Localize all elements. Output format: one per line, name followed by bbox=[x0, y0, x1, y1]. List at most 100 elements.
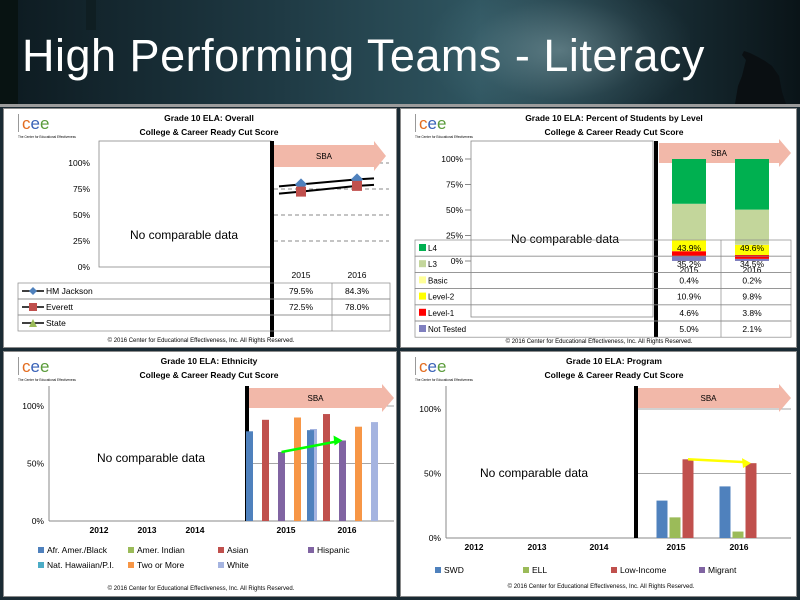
legend-label: Not Tested bbox=[428, 325, 466, 334]
chart-title: Grade 10 ELA: Overall bbox=[164, 113, 254, 123]
bar bbox=[371, 422, 378, 521]
legend-label: Asian bbox=[227, 545, 249, 555]
header-banner: High Performing Teams - Literacy bbox=[0, 0, 800, 104]
legend-swatch bbox=[419, 308, 426, 316]
category-label: 2016 bbox=[730, 542, 749, 552]
data-label: 84.3% bbox=[345, 286, 370, 296]
bar bbox=[732, 531, 744, 538]
cee-logo: cee bbox=[22, 114, 49, 133]
legend-label: HM Jackson bbox=[46, 286, 93, 296]
bar bbox=[719, 486, 731, 538]
stacked-bar-segment bbox=[672, 159, 706, 204]
legend-label: Everett bbox=[46, 302, 74, 312]
y-tick-label: 50% bbox=[27, 459, 44, 469]
stacked-bar-segment bbox=[735, 258, 769, 261]
category-label: 2015 bbox=[277, 525, 296, 535]
trend-arrow-line bbox=[281, 440, 337, 454]
no-data-box bbox=[446, 386, 633, 538]
legend-swatch bbox=[419, 244, 426, 251]
legend-swatch bbox=[38, 547, 44, 553]
bar bbox=[669, 517, 681, 538]
panel-levels: cee The Center for Educational Effectiven… bbox=[400, 108, 797, 348]
stacked-bar-segment bbox=[672, 203, 706, 240]
no-data-text: No comparable data bbox=[480, 466, 588, 480]
stacked-bar-segment bbox=[735, 254, 769, 259]
y-tick-label: 25% bbox=[73, 236, 90, 246]
stacked-bar-segment bbox=[735, 244, 769, 255]
category-label: 2015 bbox=[667, 542, 686, 552]
legend-marker bbox=[29, 287, 37, 295]
chart-subtitle: College & Career Ready Cut Score bbox=[545, 127, 684, 137]
no-data-text: No comparable data bbox=[511, 232, 619, 246]
data-label: 35.2% bbox=[677, 259, 702, 269]
legend-swatch bbox=[218, 562, 224, 568]
logo-bar bbox=[18, 114, 19, 132]
chart-program: cee The Center for Educational Effectiven… bbox=[415, 356, 791, 590]
sba-label: SBA bbox=[711, 149, 728, 158]
legend-swatch bbox=[523, 567, 529, 573]
legend-label: Basic bbox=[428, 276, 448, 285]
category-label: 2014 bbox=[186, 525, 205, 535]
data-point-marker bbox=[352, 180, 362, 191]
panel-ethnicity: cee The Center for Educational Effectiven… bbox=[3, 351, 397, 597]
data-point-marker bbox=[296, 186, 306, 197]
bar bbox=[294, 417, 301, 521]
cee-logo: cee bbox=[419, 357, 446, 376]
y-tick-label: 0% bbox=[32, 516, 45, 526]
data-label: 3.8% bbox=[742, 308, 762, 318]
legend-label: Low-Income bbox=[620, 565, 667, 575]
cee-logo: cee bbox=[22, 357, 49, 376]
data-label: 4.6% bbox=[679, 308, 699, 318]
sba-banner bbox=[274, 141, 386, 171]
data-label: 10.9% bbox=[677, 292, 702, 302]
legend-label: Two or More bbox=[137, 560, 185, 570]
data-label: 9.8% bbox=[742, 292, 762, 302]
category-label: 2013 bbox=[528, 542, 547, 552]
legend-label: L4 bbox=[428, 244, 437, 253]
bar bbox=[339, 440, 346, 521]
legend-label: SWD bbox=[444, 565, 464, 575]
stacked-bar-segment bbox=[672, 240, 706, 252]
legend-swatch bbox=[218, 547, 224, 553]
legend-swatch bbox=[611, 567, 617, 573]
stacked-bar-segment bbox=[672, 251, 706, 256]
series-line bbox=[278, 183, 375, 195]
y-tick-label: 50% bbox=[424, 469, 441, 479]
bar bbox=[656, 500, 668, 538]
data-label: 43.9% bbox=[677, 243, 702, 253]
legend-label: State bbox=[46, 318, 66, 328]
header-glow bbox=[430, 0, 690, 104]
chart-title: Grade 10 ELA: Percent of Students by Lev… bbox=[525, 113, 703, 123]
y-tick-label: 100% bbox=[68, 158, 90, 168]
data-label: 72.5% bbox=[289, 302, 314, 312]
category-label: 2016 bbox=[348, 270, 367, 280]
logo-tagline: The Center for Educational Effectiveness bbox=[18, 378, 76, 382]
sba-label: SBA bbox=[700, 394, 717, 403]
panel-overall: cee The Center for Educational Effectiven… bbox=[3, 108, 397, 348]
sba-banner bbox=[638, 384, 791, 412]
no-data-box bbox=[470, 140, 654, 318]
no-data-box bbox=[98, 140, 272, 268]
category-label: 2016 bbox=[338, 525, 357, 535]
logo-bar bbox=[415, 357, 416, 375]
no-data-text: No comparable data bbox=[130, 228, 238, 242]
copyright-text: © 2016 Center for Educational Effectiven… bbox=[108, 585, 295, 592]
legend-swatch bbox=[435, 567, 441, 573]
y-tick-label: 0% bbox=[429, 533, 442, 543]
stacked-bar-segment bbox=[672, 255, 706, 261]
category-label: 2015 bbox=[680, 265, 699, 275]
legend-label: Amer. Indian bbox=[137, 545, 185, 555]
data-label: 0.4% bbox=[679, 275, 699, 285]
category-label: 2014 bbox=[590, 542, 609, 552]
legend-swatch bbox=[419, 325, 426, 332]
y-tick-label: 75% bbox=[446, 180, 463, 190]
legend-swatch bbox=[38, 562, 44, 568]
y-tick-label: 25% bbox=[446, 231, 463, 241]
series-line bbox=[278, 177, 375, 188]
y-tick-label: 0% bbox=[451, 256, 464, 266]
bar bbox=[323, 414, 330, 521]
category-label: 2013 bbox=[138, 525, 157, 535]
trend-arrow-line bbox=[687, 458, 746, 464]
copyright-text: © 2016 Center for Educational Effectiven… bbox=[108, 337, 295, 344]
legend-swatch bbox=[419, 260, 426, 268]
